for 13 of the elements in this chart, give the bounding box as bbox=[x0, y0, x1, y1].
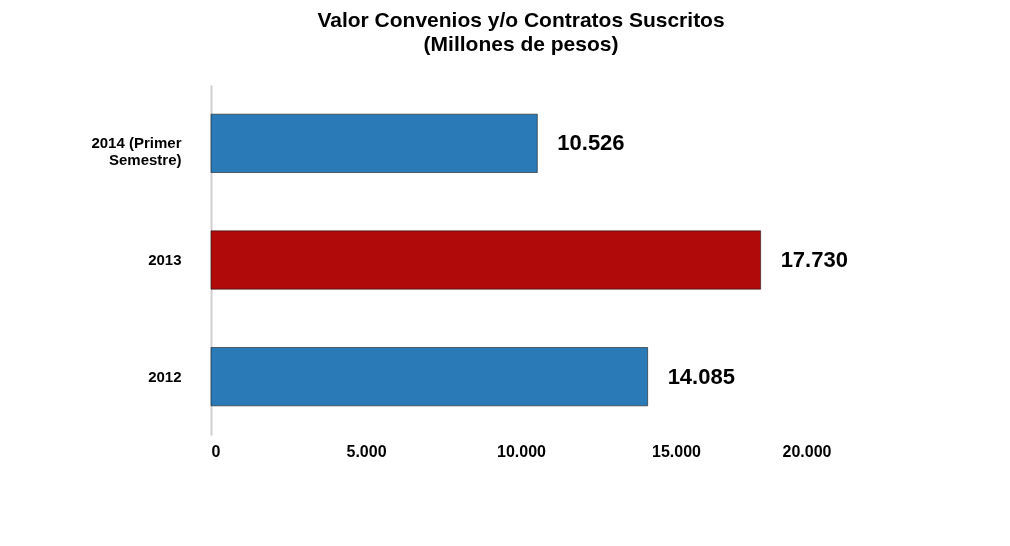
data-label: 17.730 bbox=[780, 247, 848, 272]
data-label: 10.526 bbox=[557, 130, 625, 156]
x-tick-label: 5.000 bbox=[346, 442, 387, 460]
y-tick-label: 2014 (Primer Semestre) bbox=[91, 134, 182, 169]
x-tick-label: 10.000 bbox=[497, 442, 547, 460]
y-tick-label: 2012 bbox=[148, 367, 182, 385]
chart-title: Valor Convenios y/o Contratos Suscritos bbox=[317, 8, 725, 31]
y-tick-label: 2013 bbox=[148, 251, 182, 268]
chart-subtitle: (Millones de pesos) bbox=[423, 32, 619, 55]
x-tick-label: 0 bbox=[211, 442, 221, 460]
x-tick-label: 20.000 bbox=[782, 442, 832, 460]
x-tick-label: 15.000 bbox=[652, 442, 702, 460]
data-label: 14.085 bbox=[667, 363, 735, 389]
